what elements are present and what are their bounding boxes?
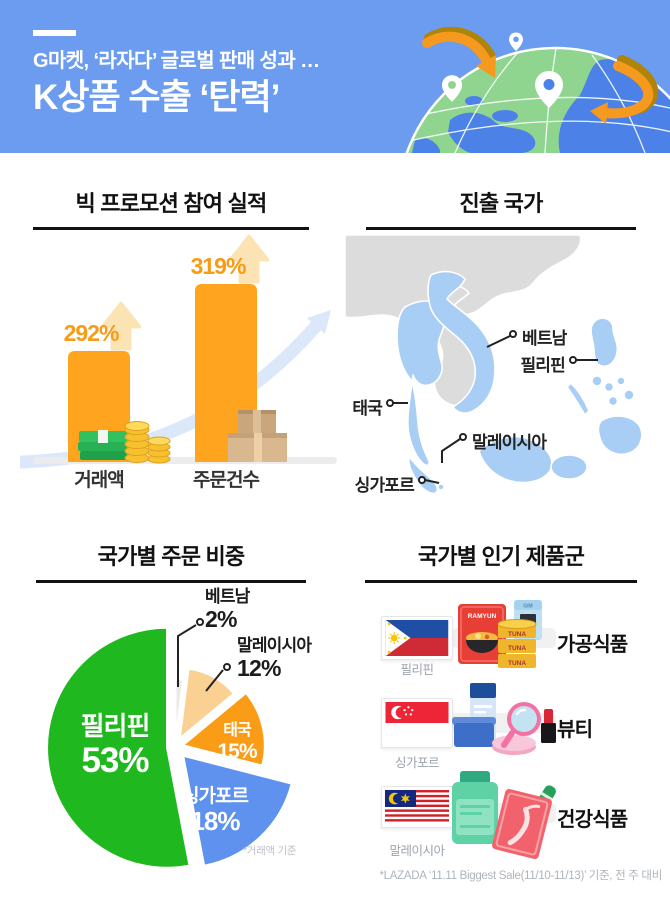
map-leader-lines [386, 330, 598, 484]
tuna-cans-icon: TUNA TUNA TUNA [497, 619, 537, 668]
pie-slice-싱가포르 [182, 754, 293, 867]
product-category-label: 가공식품 [557, 634, 628, 656]
map-label-malaysia: 말레이시아 [472, 433, 547, 452]
map-philippines [566, 317, 643, 456]
map-label-thailand: 태국 [352, 399, 382, 418]
svg-text:TUNA: TUNA [508, 645, 526, 652]
map-pin-small-icon [509, 32, 523, 51]
malaysia-flag-icon [381, 786, 453, 828]
map-label-philippines: 필리핀 [520, 356, 565, 375]
map-pin-big-icon [535, 71, 563, 108]
orders-pie-chart [46, 618, 293, 869]
orders-section-title: 국가별 주문 비중 [36, 539, 306, 583]
beauty-icons [452, 683, 556, 755]
pie-label-vietnam: 베트남 2% [205, 587, 250, 632]
pie-label-singapore: 싱가포르 18% [182, 786, 249, 837]
bar-value-label: 319% [191, 253, 246, 279]
compact-icon [492, 735, 536, 755]
map-label-singapore: 싱가포르 [354, 476, 415, 495]
singapore-flag-icon [381, 698, 453, 748]
bar-category-label: 거래액 [74, 469, 123, 491]
map-section-title: 진출 국가 [366, 186, 636, 230]
map-singapore [437, 483, 445, 491]
svg-text:RAMYUN: RAMYUN [468, 613, 497, 620]
product-country-label: 필리핀 [400, 663, 434, 677]
header-subtitle: G마켓, ‘라자다’ 글로벌 판매 성과 … [33, 50, 320, 72]
header-dash [33, 30, 76, 36]
hand-mirror-icon [501, 702, 541, 748]
product-category-label: 건강식품 [557, 809, 628, 831]
pie-leader-lines [177, 618, 231, 692]
pie-slice-말레이시아 [178, 667, 235, 740]
pie-slices [46, 626, 293, 869]
globe-outline [405, 46, 670, 153]
pie-slice-태국 [181, 691, 266, 767]
map-malay-peninsula [408, 455, 439, 495]
supplement-bottle-icon [452, 771, 498, 844]
pie-slice-베트남 [174, 678, 185, 741]
bar-category-label: 주문건수 [193, 469, 259, 491]
philippines-flag-icon [381, 616, 453, 660]
pie-label-thailand: 태국 15% [217, 722, 257, 763]
processed-food-icons: GIM RAMYUN TUNA TUNA TUNA [458, 600, 542, 668]
globe-illustration [398, 26, 670, 153]
map-borneo-east [550, 454, 588, 480]
pie-label-malaysia: 말레이시아 12% [237, 636, 312, 681]
svg-text:TUNA: TUNA [508, 631, 526, 638]
up-arrow-icon [228, 234, 270, 284]
product-country-label: 싱가포르 [394, 756, 440, 770]
sea-map [345, 235, 643, 495]
svg-text:GIM: GIM [523, 604, 532, 610]
pie-slice-필리핀 [46, 626, 191, 869]
promo-bar-chart: 292% 거래액 319% 주문건수 [20, 234, 337, 491]
cream-jar-icon [452, 717, 496, 747]
map-label-vietnam: 베트남 [522, 329, 567, 348]
product-country-label: 말레이시아 [389, 844, 445, 858]
header-title: K상품 수출 ‘탄력’ [33, 78, 280, 117]
map-thailand [396, 300, 446, 467]
lipstick-icon [541, 709, 556, 743]
products-section-title: 국가별 인기 제품군 [365, 539, 637, 583]
red-ginseng-pouch-icon [492, 788, 552, 860]
coins-icon [124, 421, 171, 464]
map-pin-left-icon [441, 75, 463, 102]
pie-label-philippines: 필리핀 53% [80, 711, 151, 781]
pie-footnote: *거래액 기준 [243, 845, 297, 857]
money-icon [78, 430, 127, 460]
product-category-label: 뷰티 [557, 719, 593, 741]
health-food-icons [452, 771, 556, 860]
ramyun-pack-icon: RAMYUN [458, 604, 506, 664]
up-arrow-icon [100, 301, 142, 351]
svg-text:TUNA: TUNA [508, 660, 526, 667]
export-arrow-left [422, 26, 496, 78]
bar-value-label: 292% [64, 320, 119, 346]
promo-section-title: 빅 프로모션 참여 실적 [33, 186, 309, 230]
products-footnote: *LAZADA ‘11.11 Biggest Sale(11/10-11/13)… [379, 870, 663, 882]
export-arrow-right [590, 55, 659, 124]
map-vietnam [427, 270, 496, 414]
boxes-icon [228, 410, 287, 462]
header: G마켓, ‘라자다’ 글로벌 판매 성과 … K상품 수출 ‘탄력’ [0, 0, 670, 153]
